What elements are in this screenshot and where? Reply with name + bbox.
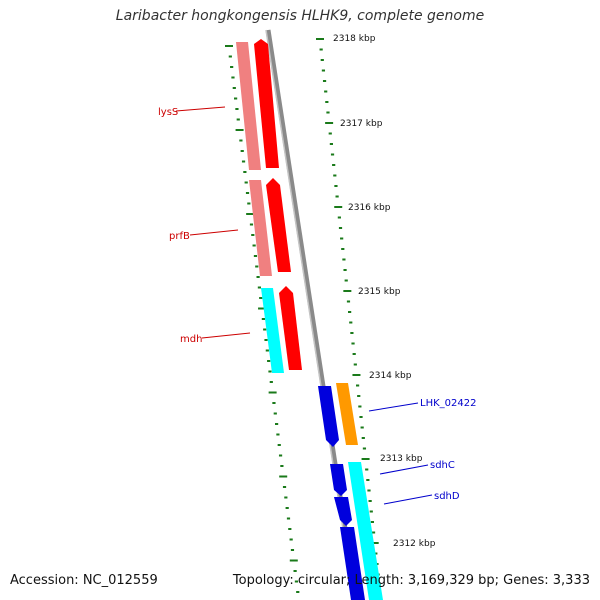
sdhC-label[interactable]: sdhC (430, 460, 455, 471)
lysS-cds-outer[interactable] (236, 42, 261, 170)
sdhD-cds[interactable] (334, 497, 352, 526)
genome-summary-text: Topology: circular; Length: 3,169,329 bp… (232, 573, 590, 588)
lysS-label-leader (175, 106, 226, 112)
scale-label-2315: 2315 kbp (358, 287, 401, 297)
left-tick-track (225, 45, 300, 593)
sdhD-label-leader (383, 494, 433, 505)
sdh-operon-cds-outer[interactable] (348, 462, 383, 600)
right-tick-track (316, 38, 381, 586)
LHK_02422-cds[interactable] (336, 383, 358, 445)
prfB-cds-outer[interactable] (249, 180, 272, 276)
accession-text: Accession: NC_012559 (10, 573, 158, 588)
sdhD-label[interactable]: sdhD (434, 491, 460, 502)
mdh-cds-outer[interactable] (261, 288, 284, 373)
prfB-label-leader (189, 229, 239, 236)
mdh-label-leader (201, 332, 251, 339)
scale-label-2312: 2312 kbp (393, 539, 436, 549)
scale-label-2317: 2317 kbp (340, 119, 383, 129)
sdhC-cds[interactable] (330, 464, 347, 496)
scale-label-2313: 2313 kbp (380, 454, 423, 464)
LHK_02422-label[interactable]: LHK_02422 (420, 398, 476, 409)
lysS-cds[interactable] (254, 39, 279, 168)
scale-label-2316: 2316 kbp (348, 203, 391, 213)
LHK_02422-cds-inner[interactable] (318, 386, 339, 447)
sdhC-label-leader (379, 464, 429, 475)
mdh-cds[interactable] (279, 286, 302, 370)
sdh-operon-cds[interactable] (340, 527, 365, 600)
prfB-label[interactable]: prfB (169, 231, 190, 242)
lysS-label[interactable]: lysS (158, 107, 178, 118)
map-title: Laribacter hongkongensis HLHK9, complete… (115, 8, 485, 24)
scale-label-2314: 2314 kbp (369, 371, 412, 381)
scale-label-2318: 2318 kbp (333, 34, 376, 44)
prfB-cds[interactable] (266, 178, 291, 272)
mdh-label[interactable]: mdh (180, 334, 202, 345)
LHK_02422-label-leader (368, 402, 419, 412)
